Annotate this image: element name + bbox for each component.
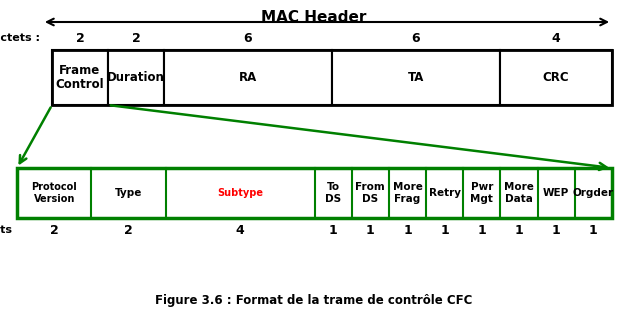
Text: Frame
Control: Frame Control xyxy=(56,63,104,92)
Text: 1: 1 xyxy=(403,224,412,237)
Text: 1: 1 xyxy=(552,224,561,237)
Text: 1: 1 xyxy=(440,224,449,237)
Text: Type: Type xyxy=(115,188,142,198)
Text: More
Data: More Data xyxy=(504,182,534,204)
Text: 2: 2 xyxy=(124,224,133,237)
Text: From
DS: From DS xyxy=(356,182,385,204)
Bar xyxy=(52,50,612,105)
Text: 2: 2 xyxy=(132,32,140,45)
Bar xyxy=(52,50,108,105)
Bar xyxy=(108,50,164,105)
Text: 1: 1 xyxy=(589,224,598,237)
Bar xyxy=(164,50,332,105)
Text: 6: 6 xyxy=(244,32,252,45)
Text: 2: 2 xyxy=(76,32,85,45)
Bar xyxy=(17,168,612,218)
Text: Octets :: Octets : xyxy=(0,33,40,43)
Text: WEP: WEP xyxy=(543,188,569,198)
Text: RA: RA xyxy=(239,71,257,84)
Text: Bits: Bits xyxy=(0,225,12,235)
Text: Protocol
Version: Protocol Version xyxy=(31,182,77,204)
Text: MAC Header: MAC Header xyxy=(261,10,366,25)
Text: 2: 2 xyxy=(50,224,58,237)
Text: Subtype: Subtype xyxy=(217,188,263,198)
Text: Orgder: Orgder xyxy=(573,188,614,198)
Text: 1: 1 xyxy=(515,224,524,237)
Text: CRC: CRC xyxy=(543,71,569,84)
Text: To
DS: To DS xyxy=(325,182,341,204)
Text: 1: 1 xyxy=(478,224,486,237)
Bar xyxy=(332,50,500,105)
Bar xyxy=(500,50,612,105)
Text: 4: 4 xyxy=(552,32,561,45)
Text: Duration: Duration xyxy=(107,71,165,84)
Text: More
Frag: More Frag xyxy=(393,182,423,204)
Text: Retry: Retry xyxy=(429,188,461,198)
Text: 4: 4 xyxy=(236,224,245,237)
Text: 6: 6 xyxy=(412,32,420,45)
Text: 1: 1 xyxy=(329,224,337,237)
Text: Figure 3.6 : Format de la trame de contrôle CFC: Figure 3.6 : Format de la trame de contr… xyxy=(155,294,472,307)
Text: TA: TA xyxy=(408,71,424,84)
Text: 1: 1 xyxy=(366,224,375,237)
Text: Pwr
Mgt: Pwr Mgt xyxy=(470,182,493,204)
